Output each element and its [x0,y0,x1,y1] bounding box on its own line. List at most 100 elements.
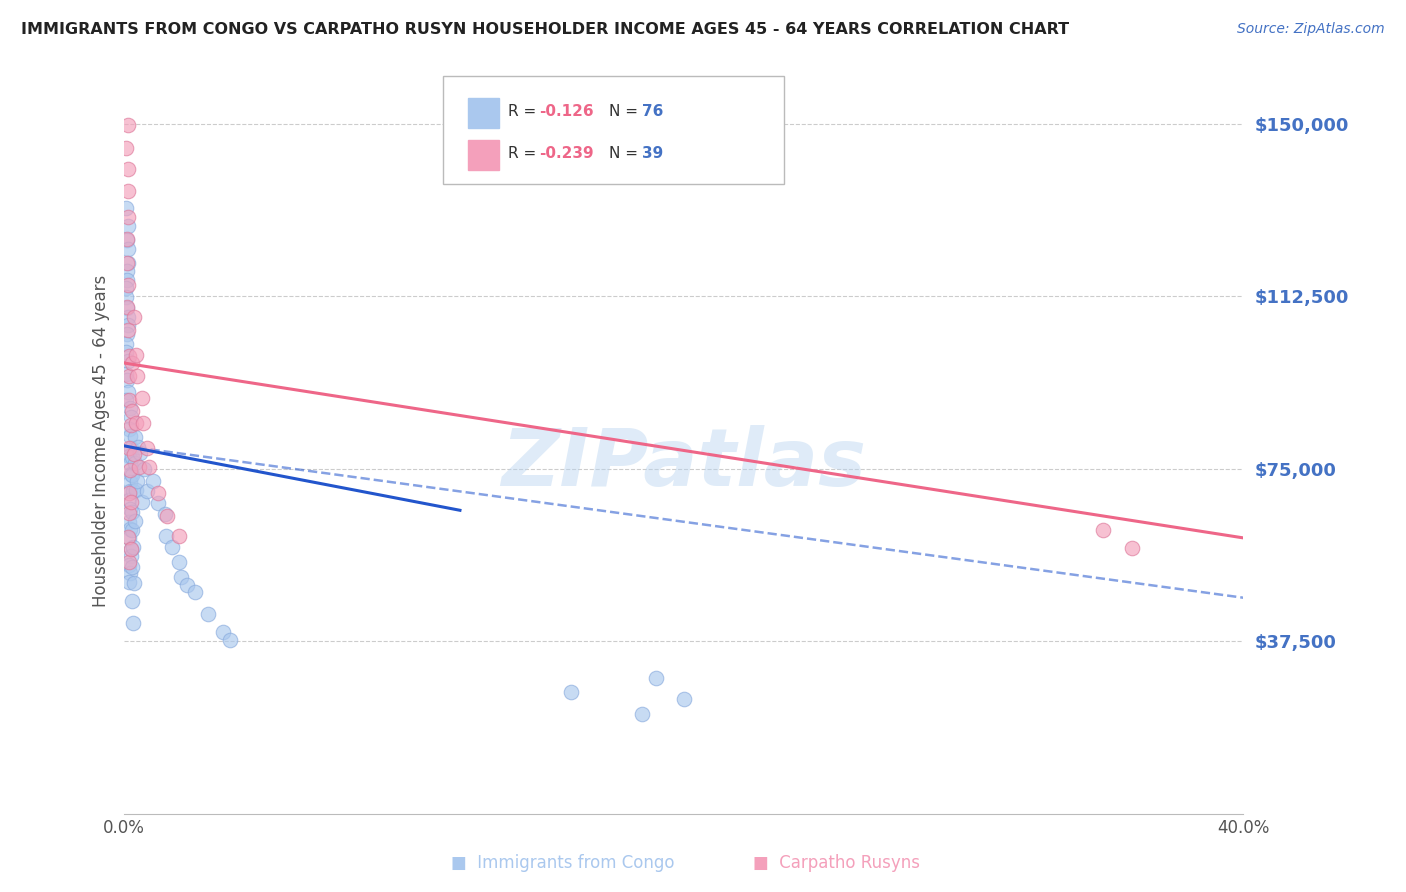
Point [118,522,141,536]
Point [115,141,138,155]
Point [121,505,143,519]
Point [218,632,240,647]
Point [114,392,136,407]
Point [122,446,145,460]
Text: ■  Carpatho Rusyns: ■ Carpatho Rusyns [754,855,920,872]
Point [121,523,143,537]
Point [136,483,159,498]
Point [125,483,148,497]
Point [118,558,141,572]
Point [125,348,148,362]
Point [672,691,695,706]
Point [122,310,145,324]
Point [121,356,143,370]
Point [122,540,145,554]
Point [118,449,141,463]
Point [118,502,141,516]
Text: R =: R = [508,145,541,161]
Point [120,467,142,481]
Text: N =: N = [609,103,643,119]
Bar [468,98,499,128]
Point [117,210,139,224]
Point [122,484,145,499]
Point [117,219,139,233]
Point [120,542,142,557]
Point [136,441,159,455]
Point [115,273,138,287]
Point [153,507,176,521]
Point [118,422,141,436]
Text: -0.126: -0.126 [540,103,595,119]
Point [117,301,139,315]
Point [115,264,138,278]
Point [117,242,139,256]
Point [125,368,148,383]
Text: R =: R = [508,103,541,119]
Point [118,506,141,520]
Point [115,345,138,359]
Point [1091,524,1114,538]
Point [117,384,139,399]
Point [645,671,668,685]
Point [131,495,153,509]
Point [117,118,139,132]
Point [121,593,143,607]
Text: 39: 39 [643,145,664,161]
Point [128,446,150,460]
Point [212,625,235,640]
Point [117,322,139,336]
Point [156,509,179,524]
Point [138,460,160,475]
Point [115,233,138,247]
Text: -0.239: -0.239 [540,145,595,161]
Point [560,685,582,699]
Point [146,485,169,500]
Point [118,555,141,569]
Point [121,467,143,482]
Point [118,456,141,470]
Point [122,575,145,590]
Point [121,404,143,418]
Point [117,310,139,325]
Point [115,232,138,246]
Point [120,549,142,563]
Point [114,201,136,215]
Point [118,574,141,589]
Point [184,584,207,599]
Point [120,410,142,425]
Point [124,514,146,528]
Point [120,417,142,432]
Point [118,486,141,500]
Point [131,391,153,405]
Text: ■  Immigrants from Congo: ■ Immigrants from Congo [451,855,673,872]
Y-axis label: Householder Income Ages 45 - 64 years: Householder Income Ages 45 - 64 years [93,275,110,607]
Point [167,529,190,543]
Bar [468,140,499,169]
Point [120,475,142,490]
Text: ZIPatlas: ZIPatlas [502,425,866,502]
Point [115,373,138,387]
Point [117,392,139,407]
Point [115,326,138,341]
Point [117,161,139,176]
Point [170,570,193,584]
Text: 76: 76 [643,103,664,119]
Point [117,184,139,198]
Point [120,541,142,556]
Text: Source: ZipAtlas.com: Source: ZipAtlas.com [1237,22,1385,37]
Point [148,495,170,509]
Point [176,578,198,592]
Text: N =: N = [609,145,643,161]
Point [120,441,142,455]
Point [197,607,219,621]
Point [124,429,146,443]
Point [118,369,141,384]
Point [128,459,150,474]
FancyBboxPatch shape [443,76,785,184]
Point [115,290,138,304]
Point [1121,541,1143,556]
Point [120,494,142,508]
Point [131,416,153,430]
Point [120,463,142,477]
Point [115,368,138,382]
